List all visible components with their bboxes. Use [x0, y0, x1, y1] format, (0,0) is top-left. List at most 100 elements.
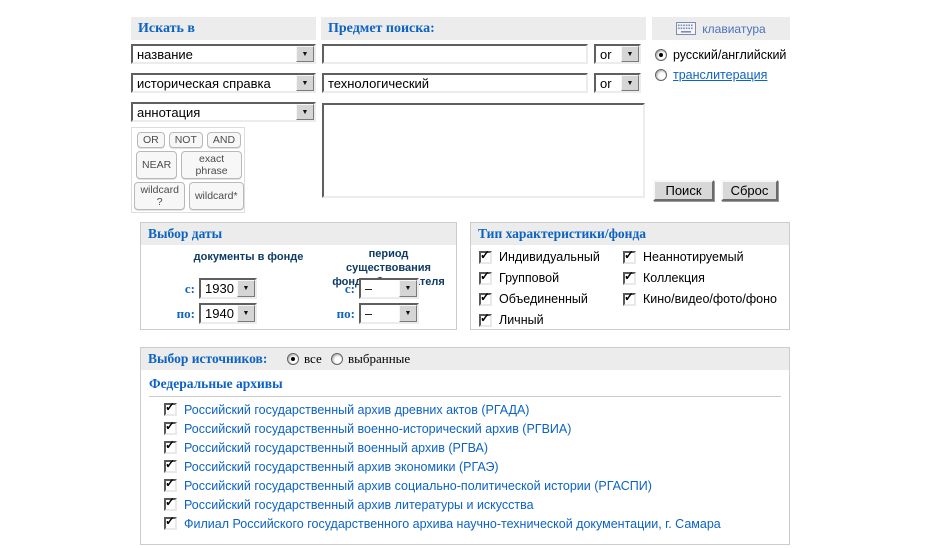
sources-header: Выбор источников: все выбранные — [141, 348, 789, 370]
chevron-down-icon[interactable]: ▼ — [296, 104, 314, 120]
creator-from-select[interactable]: – ▼ — [359, 278, 419, 299]
type-option: Коллекция — [623, 269, 705, 285]
keyboard-icon[interactable] — [676, 22, 697, 35]
search-term-input-2[interactable] — [322, 73, 588, 93]
subject-header: Предмет поиска: — [321, 17, 646, 40]
russian-english-label: русский/английский — [673, 48, 787, 62]
archive-rgvia-link[interactable]: Российский государственный военно-истори… — [184, 421, 572, 436]
archive-row: Российский государственный архив социаль… — [164, 476, 781, 493]
chevron-down-icon[interactable]: ▼ — [296, 75, 314, 91]
archive-samara-link[interactable]: Филиал Российского государственного архи… — [184, 516, 721, 531]
archive-rgali-link[interactable]: Российский государственный архив литерат… — [184, 497, 534, 512]
transliteration-link[interactable]: транслитерация — [673, 68, 768, 82]
operator-select-2-value: or — [600, 75, 612, 91]
field-select-3[interactable]: аннотация ▼ — [131, 102, 316, 122]
sources-selected-radio[interactable] — [331, 353, 343, 365]
cinema-video-photo-label: Кино/видео/фото/фоно — [643, 292, 777, 306]
field-select-1-value: название — [137, 46, 193, 62]
field-select-3-value: аннотация — [137, 104, 201, 120]
archive-rgada-checkbox[interactable] — [164, 400, 177, 416]
archive-row: Российский государственный военно-истори… — [164, 419, 781, 436]
archive-rgae-link[interactable]: Российский государственный архив экономи… — [184, 459, 499, 474]
collection-checkbox[interactable] — [623, 269, 636, 285]
search-button[interactable]: Поиск — [653, 180, 714, 201]
operator-wildcard-star-button[interactable]: wildcard* — [188, 182, 244, 210]
collection-label: Коллекция — [643, 271, 705, 285]
type-option: Неаннотируемый — [623, 248, 744, 264]
creator-to-label: по: — [336, 306, 355, 321]
lang-option-transliteration: транслитерация — [655, 68, 767, 82]
operator-wildcard-q-button[interactable]: wildcard ? — [134, 182, 185, 210]
creator-from-value: – — [365, 281, 373, 296]
search-in-header: Искать в — [131, 17, 316, 40]
operator-or-button[interactable]: OR — [136, 132, 165, 148]
type-option: Кино/видео/фото/фоно — [623, 290, 777, 306]
search-terms-textarea[interactable] — [322, 103, 645, 198]
archive-row: Российский государственный архив литерат… — [164, 495, 781, 512]
operator-not-button[interactable]: NOT — [168, 132, 203, 148]
archive-rgali-checkbox[interactable] — [164, 495, 177, 511]
type-option: Личный — [479, 311, 544, 327]
chevron-down-icon[interactable]: ▼ — [237, 305, 255, 322]
archive-rgae-checkbox[interactable] — [164, 457, 177, 473]
chevron-down-icon[interactable]: ▼ — [399, 280, 417, 297]
archive-rgaspi-checkbox[interactable] — [164, 476, 177, 492]
creator-to-select[interactable]: – ▼ — [359, 303, 419, 324]
operator-select-1[interactable]: or ▼ — [594, 44, 641, 64]
group-checkbox[interactable] — [479, 269, 492, 285]
operator-select-2[interactable]: or ▼ — [594, 73, 641, 93]
type-option: Групповой — [479, 269, 559, 285]
docs-in-fond-label: документы в фонде — [193, 251, 304, 263]
type-option: Объединенный — [479, 290, 588, 306]
operator-select-1-value: or — [600, 46, 612, 62]
docs-to-select[interactable]: 1940 ▼ — [199, 303, 257, 324]
archive-rgaspi-link[interactable]: Российский государственный архив социаль… — [184, 478, 652, 493]
chevron-down-icon[interactable]: ▼ — [399, 305, 417, 322]
sources-all-radio[interactable] — [287, 353, 299, 365]
docs-from-value: 1930 — [205, 281, 234, 296]
archive-rgva-checkbox[interactable] — [164, 438, 177, 454]
archives-list: Российский государственный архив древних… — [164, 400, 781, 536]
individual-checkbox[interactable] — [479, 248, 492, 264]
united-checkbox[interactable] — [479, 290, 492, 306]
united-label: Объединенный — [499, 292, 588, 306]
keyboard-link[interactable]: клавиатура — [702, 21, 766, 36]
chevron-down-icon[interactable]: ▼ — [237, 280, 255, 297]
search-in-title: Искать в — [138, 20, 195, 36]
search-term-input-1[interactable] — [322, 44, 588, 64]
chevron-down-icon[interactable]: ▼ — [296, 46, 314, 62]
operator-near-button[interactable]: NEAR — [136, 151, 178, 179]
archive-row: Российский государственный архив древних… — [164, 400, 781, 417]
chevron-down-icon[interactable]: ▼ — [621, 75, 639, 91]
field-select-2[interactable]: историческая справка ▼ — [131, 73, 316, 93]
unannotated-label: Неаннотируемый — [643, 250, 744, 264]
personal-checkbox[interactable] — [479, 311, 492, 327]
archive-row: Российский государственный военный архив… — [164, 438, 781, 455]
docs-to-label: по: — [176, 306, 195, 321]
chevron-down-icon[interactable]: ▼ — [621, 46, 639, 62]
federal-archives-header: Федеральные архивы — [149, 376, 781, 397]
docs-to-value: 1940 — [205, 306, 234, 321]
docs-from-select[interactable]: 1930 ▼ — [199, 278, 257, 299]
sources-selected-label: выбранные — [348, 351, 411, 366]
reset-button[interactable]: Сброс — [721, 180, 778, 201]
type-box-title: Тип характеристики/фонда — [478, 226, 647, 241]
archive-row: Филиал Российского государственного архи… — [164, 514, 781, 531]
sources-title: Выбор источников: — [148, 351, 268, 366]
unannotated-checkbox[interactable] — [623, 248, 636, 264]
operator-and-button[interactable]: AND — [206, 132, 242, 148]
russian-english-radio[interactable] — [655, 49, 667, 61]
type-option: Индивидуальный — [479, 248, 600, 264]
archive-samara-checkbox[interactable] — [164, 514, 177, 530]
field-select-1[interactable]: название ▼ — [131, 44, 316, 64]
archive-rgva-link[interactable]: Российский государственный военный архив… — [184, 440, 489, 455]
operator-exact-phrase-button[interactable]: exact phrase — [181, 151, 242, 179]
lang-option-russian-english: русский/английский — [655, 48, 786, 62]
archive-rgada-link[interactable]: Российский государственный архив древних… — [184, 402, 530, 417]
cinema-video-photo-checkbox[interactable] — [623, 290, 636, 306]
archive-rgvia-checkbox[interactable] — [164, 419, 177, 435]
docs-from-label: с: — [184, 281, 195, 296]
sources-all-label: все — [304, 351, 322, 366]
transliteration-radio[interactable] — [655, 69, 667, 81]
